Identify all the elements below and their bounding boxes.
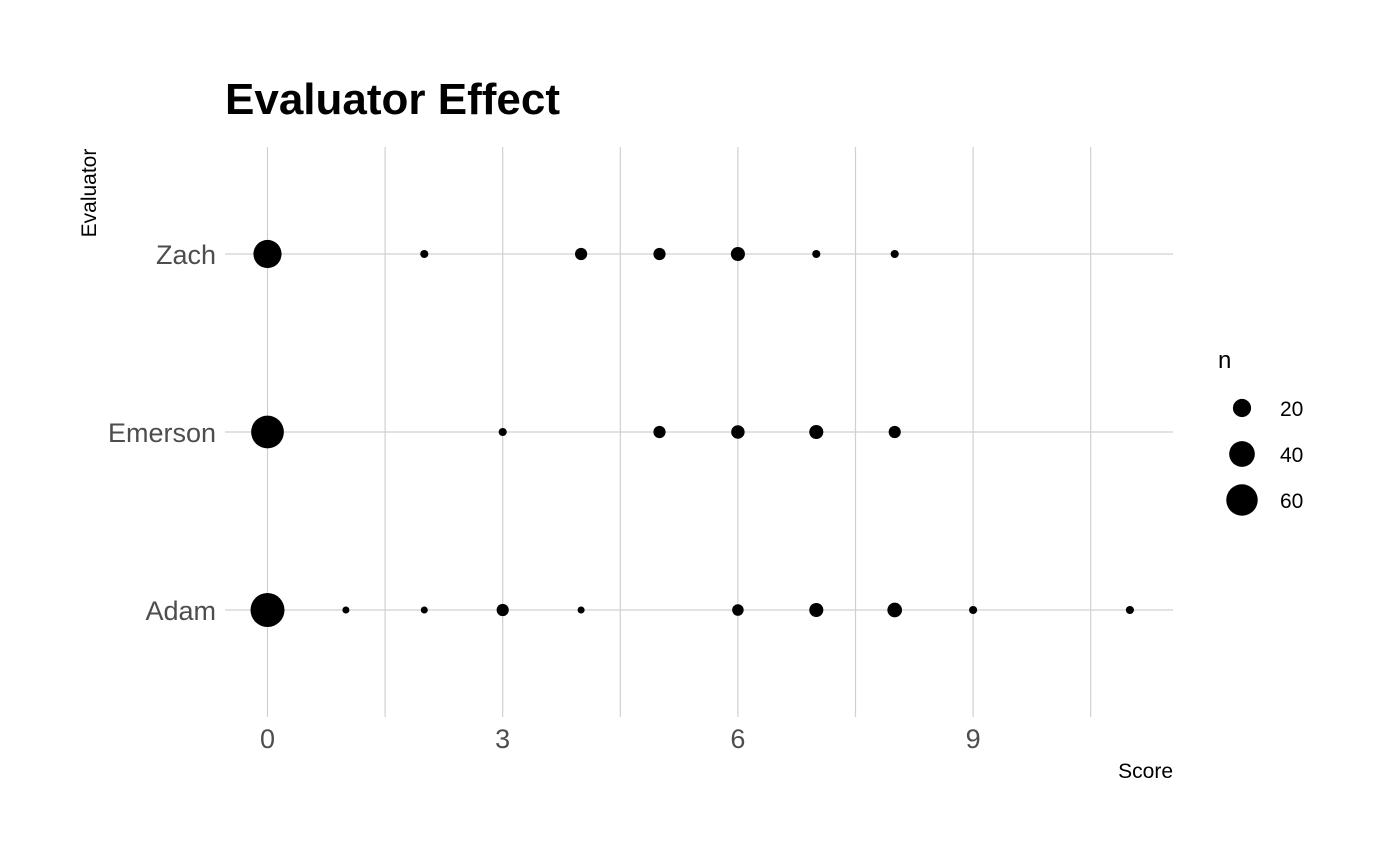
data-point bbox=[577, 606, 585, 614]
x-axis-title: Score bbox=[1118, 760, 1173, 783]
data-point bbox=[809, 424, 824, 440]
data-point bbox=[498, 427, 507, 437]
data-point bbox=[887, 602, 903, 618]
gridlines bbox=[225, 147, 1173, 717]
x-axis-tick-labels: 0 3 6 9 bbox=[260, 724, 981, 754]
data-point bbox=[342, 606, 350, 614]
x-tick-label: 3 bbox=[495, 724, 510, 754]
y-tick-label: Emerson bbox=[108, 418, 216, 448]
data-points bbox=[250, 239, 1134, 627]
x-tick-label: 0 bbox=[260, 724, 275, 754]
data-point bbox=[653, 425, 666, 439]
y-axis-title: Evaluator bbox=[78, 149, 101, 238]
data-point bbox=[731, 425, 745, 439]
x-tick-label: 9 bbox=[966, 724, 981, 754]
y-tick-label: Zach bbox=[156, 240, 216, 270]
legend-label: 60 bbox=[1280, 490, 1303, 513]
data-point bbox=[888, 425, 901, 439]
data-point bbox=[732, 604, 744, 616]
legend-key bbox=[1229, 441, 1255, 467]
data-point bbox=[730, 246, 745, 262]
data-point bbox=[251, 415, 284, 449]
chart-title: Evaluator Effect bbox=[225, 75, 560, 124]
legend-label: 40 bbox=[1280, 444, 1303, 467]
legend-key bbox=[1232, 398, 1252, 418]
x-tick-label: 6 bbox=[730, 724, 745, 754]
data-point bbox=[809, 602, 824, 618]
legend-title: n bbox=[1218, 347, 1231, 374]
data-point bbox=[420, 606, 428, 614]
data-point bbox=[575, 247, 588, 261]
data-point bbox=[253, 239, 282, 269]
data-point bbox=[1125, 605, 1134, 615]
data-point bbox=[250, 593, 285, 627]
data-point bbox=[496, 603, 509, 617]
legend-key bbox=[1226, 484, 1258, 516]
y-axis-tick-labels: Adam Emerson Zach bbox=[108, 240, 216, 626]
data-point bbox=[812, 249, 821, 259]
legend-label: 20 bbox=[1280, 398, 1303, 421]
data-point bbox=[890, 249, 899, 259]
size-legend: n 20 40 60 bbox=[1218, 347, 1303, 516]
data-point bbox=[653, 247, 666, 261]
data-point bbox=[969, 605, 978, 615]
y-tick-label: Adam bbox=[145, 596, 216, 626]
data-point bbox=[420, 249, 429, 259]
